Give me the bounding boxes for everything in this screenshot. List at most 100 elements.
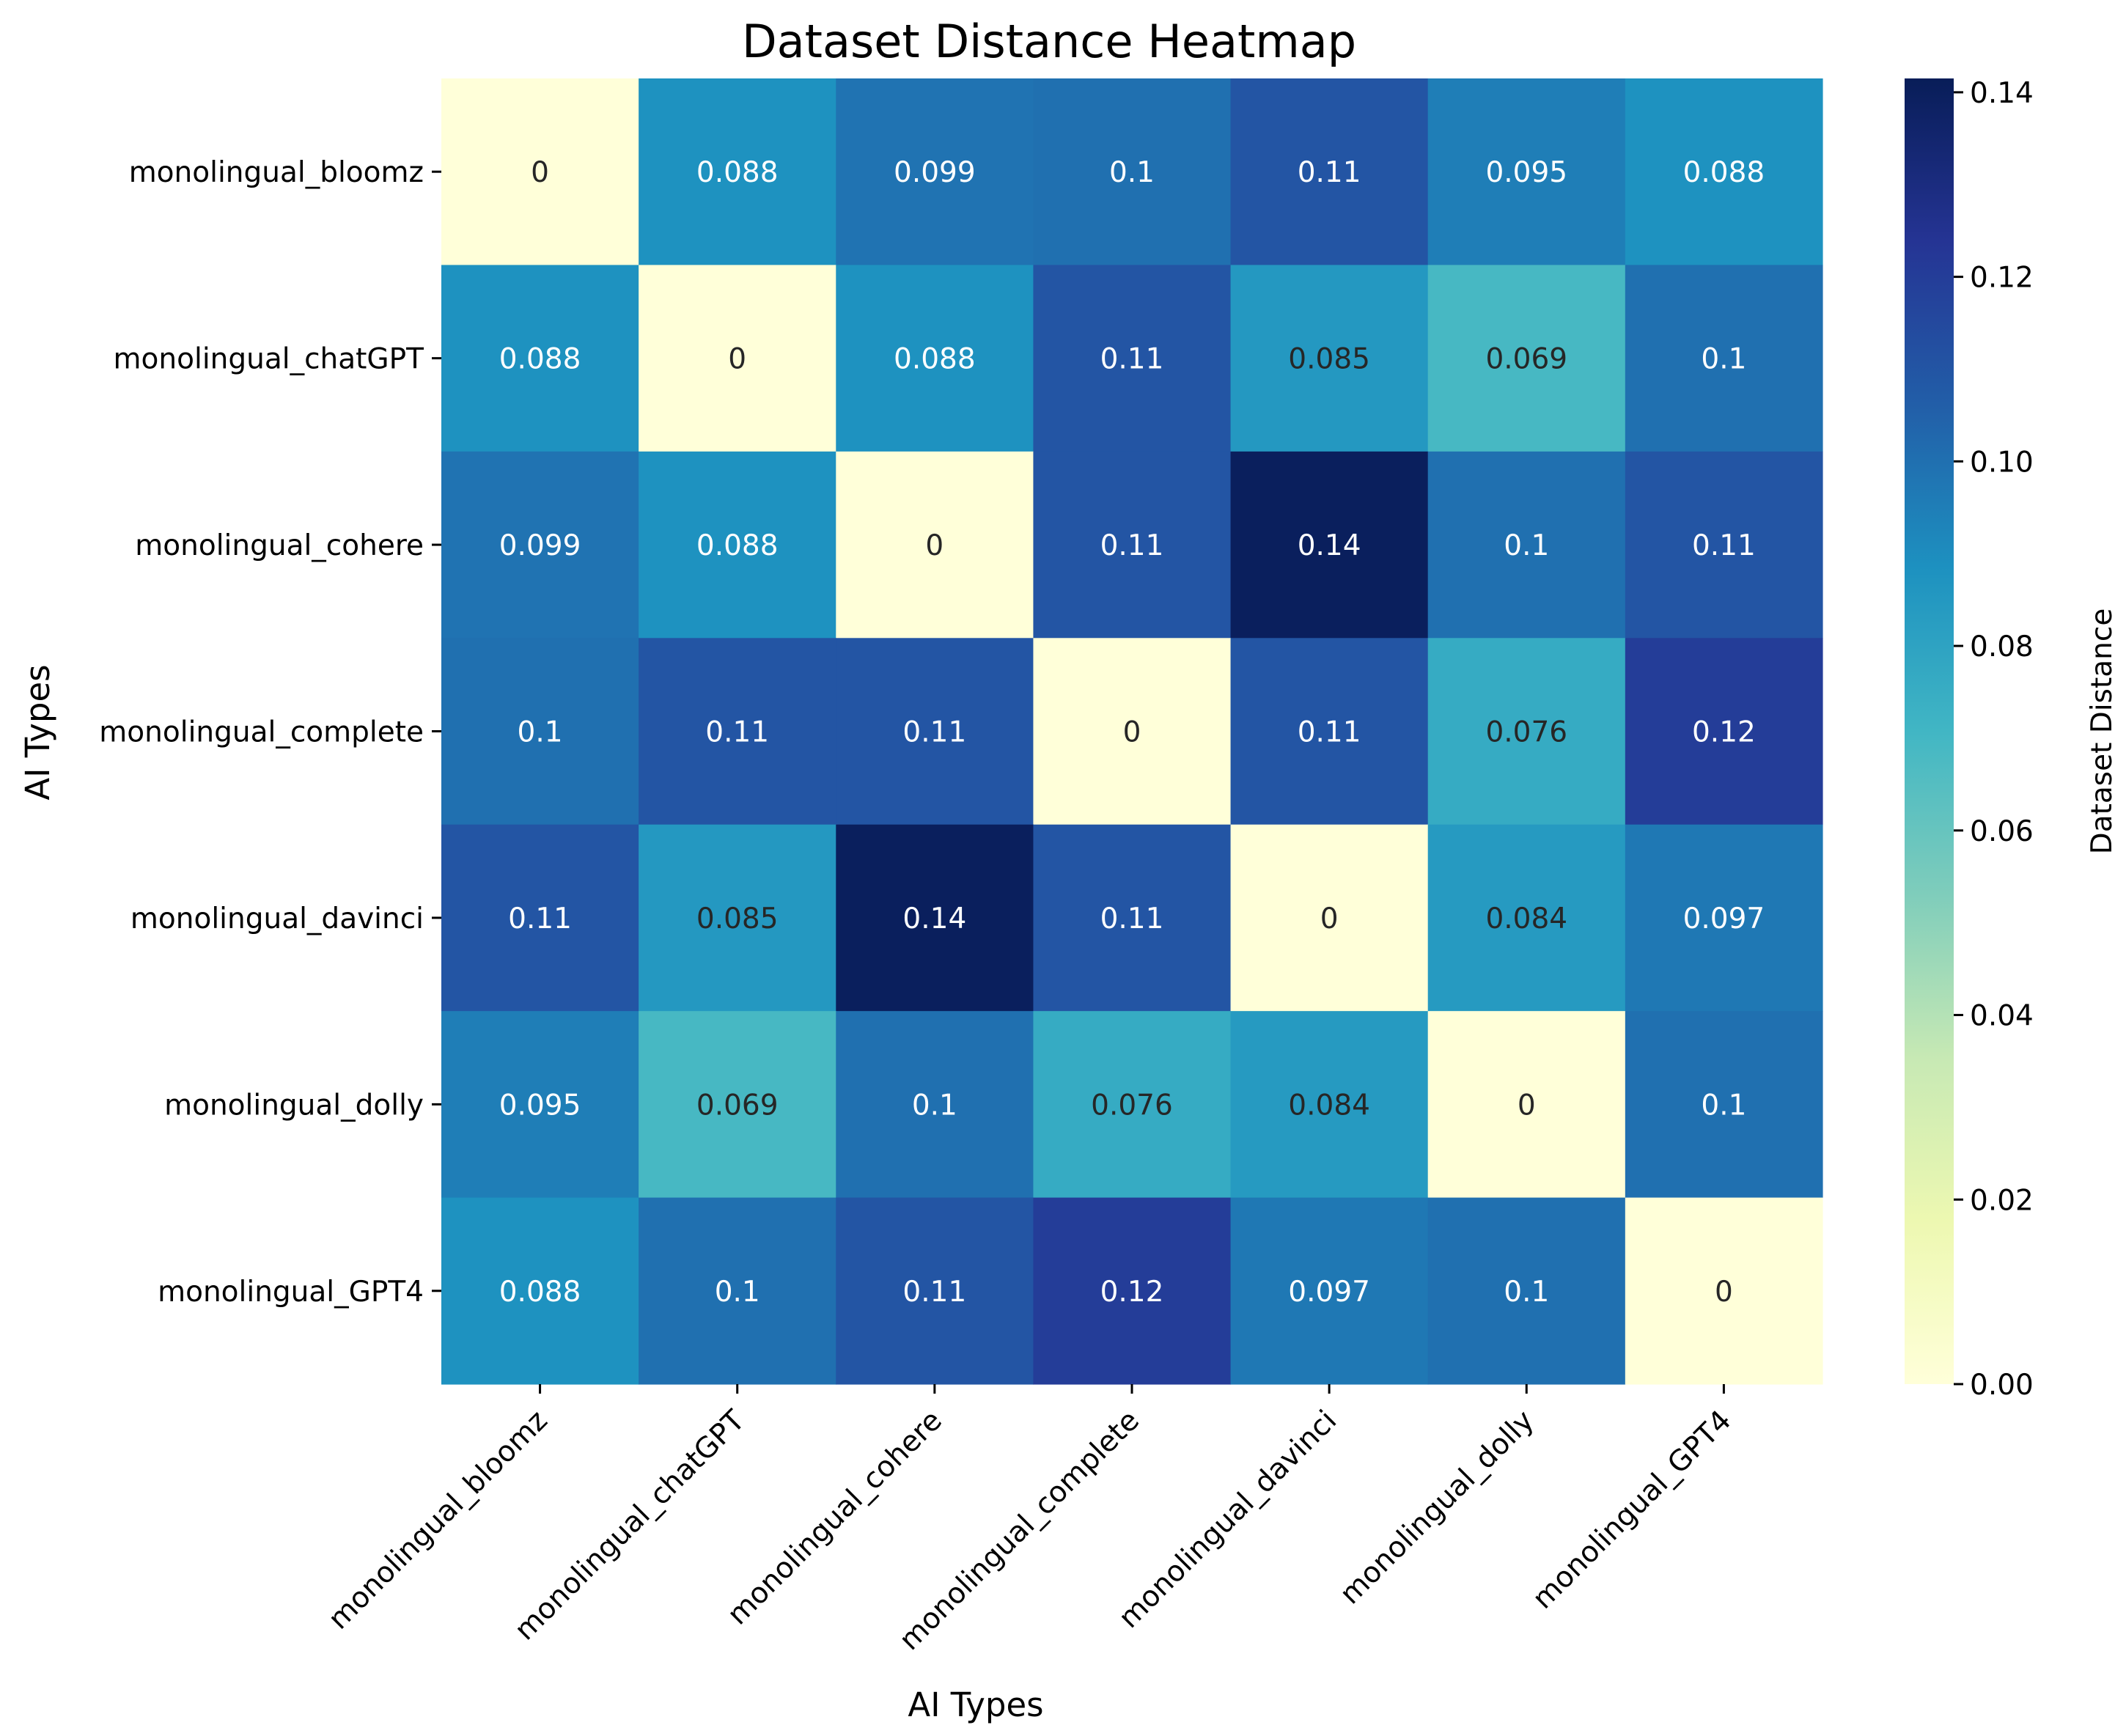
cell-value-label: 0.088 [499,343,581,376]
cell-value-label: 0.085 [696,902,779,935]
heatmap-cell [1427,78,1626,266]
cell-value-label: 0.1 [912,1089,957,1122]
cell-value-label: 0.076 [1485,716,1567,749]
cell-value-label: 0.097 [1288,1276,1370,1309]
colorbar-gradient [1905,78,1954,1384]
cell-value-label: 0.12 [1692,716,1756,749]
y-tick-labels: monolingual_bloomz monolingual_chatGPTmon… [99,156,441,1309]
cell-value-label: 0 [925,529,944,562]
x-tick-label: monolingual_dolly [1334,1404,1540,1611]
cell-value-label: 0.088 [894,343,976,376]
heatmap-cell [1625,1011,1823,1199]
cell-value-label: 0.088 [1683,156,1765,189]
heatmap-cell [836,265,1034,452]
heatmap-cell [1230,451,1429,639]
heatmap-cell [1033,451,1232,639]
heatmap-cells [441,78,1823,1385]
colorbar-label: Dataset Distance [2086,608,2115,855]
heatmap-cell [1033,638,1232,825]
heatmap-cell [441,78,639,266]
heatmap-cell [1427,824,1626,1012]
heatmap-cell [639,265,836,452]
heatmap-cell [1033,1011,1232,1199]
x-tick-label: monolingual_davinci [1112,1404,1343,1635]
heatmap-cell [836,78,1034,266]
cell-value-label: 0.11 [902,1276,966,1309]
cell-value-label: 0.1 [518,716,563,749]
cell-value-label: 0.088 [696,156,779,189]
heatmap-cell [639,451,836,639]
cell-value-label: 0.1 [1701,1089,1746,1122]
cell-value-label: 0.084 [1485,902,1567,935]
heatmap-cell [1033,265,1232,452]
cell-value-label: 0.1 [715,1276,760,1309]
x-tick-label: monolingual_chatGPT [509,1404,751,1647]
cell-value-label: 0.11 [508,902,572,935]
y-axis-label: AI Types [18,664,57,800]
heatmap-cell [1625,451,1823,639]
cell-value-label: 0.085 [1288,343,1370,376]
y-tick-label: monolingual_davinci [130,902,424,935]
cell-value-label: 0.088 [499,1276,581,1309]
cell-value-label: 0.084 [1288,1089,1370,1122]
cell-value-label: 0.11 [705,716,769,749]
heatmap-cell [836,824,1034,1012]
cell-value-label: 0.11 [1298,716,1361,749]
cell-value-label: 0.14 [1298,529,1361,562]
heatmap-cell [836,1197,1034,1385]
cell-annotations: 0 0.088 0.099 0.1 0.11 0.095 0.088 0.088 0 0.088 0… [499,156,1765,1309]
cell-value-label: 0.1 [1504,1276,1549,1309]
heatmap-cell [836,451,1034,639]
heatmap-cell [1427,1011,1626,1199]
y-tick-label: monolingual_bloomz [129,156,424,189]
colorbar-tick-label: 0.06 [1970,815,2034,848]
cell-value-label: 0.1 [1109,156,1155,189]
cell-value-label: 0.099 [894,156,976,189]
cell-value-label: 0.11 [1100,529,1164,562]
cell-value-label: 0.095 [1485,156,1567,189]
x-tick-label: monolingual_cohere [721,1404,949,1631]
heatmap-cell [639,78,836,266]
heatmap-cell [441,451,639,639]
heatmap-cell [1230,638,1429,825]
cell-value-label: 0.14 [902,902,966,935]
cell-value-label: 0 [1518,1089,1536,1122]
heatmap-cell [1625,638,1823,825]
y-tick-label: monolingual_GPT4 [158,1276,424,1309]
colorbar-tick-label: 0.14 [1970,77,2034,110]
colorbar: 0.00 0.02 0.04 0.06 0.08 0.10 0.12 0.14 Dataset … [1905,77,2115,1402]
cell-value-label: 0.099 [499,529,581,562]
colorbar-tick-label: 0.02 [1970,1184,2034,1217]
cell-value-label: 0 [1715,1276,1733,1309]
x-axis-label: AI Types [908,1685,1043,1724]
heatmap-cell [1033,824,1232,1012]
heatmap-cell [1625,824,1823,1012]
colorbar-tick-label: 0.04 [1970,1000,2034,1033]
colorbar-tick-label: 0.08 [1970,630,2034,663]
cell-value-label: 0 [1123,716,1141,749]
heatmap-cell [441,1197,639,1385]
heatmap-cell [1427,638,1626,825]
heatmap-cell [1230,78,1429,266]
y-tick-label: monolingual_dolly [164,1089,424,1122]
colorbar-tick-label: 0.00 [1970,1369,2034,1402]
x-tick-label: monolingual_bloomz [322,1404,553,1636]
heatmap-cell [441,638,639,825]
cell-value-label: 0.097 [1683,902,1765,935]
heatmap-cell [1427,265,1626,452]
heatmap-cell [836,638,1034,825]
cell-value-label: 0.069 [696,1089,779,1122]
heatmap-cell [639,638,836,825]
cell-value-label: 0.088 [696,529,779,562]
heatmap-cell [441,824,639,1012]
heatmap-cell [639,1197,836,1385]
heatmap-cell [836,1011,1034,1199]
cell-value-label: 0.076 [1091,1089,1173,1122]
y-tick-label: monolingual_chatGPT [114,343,424,376]
colorbar-tick-label: 0.12 [1970,262,2034,295]
cell-value-label: 0.11 [1100,343,1164,376]
heatmap-cell [1625,78,1823,266]
colorbar-tick-label: 0.10 [1970,446,2034,479]
heatmap-cell [1230,1197,1429,1385]
